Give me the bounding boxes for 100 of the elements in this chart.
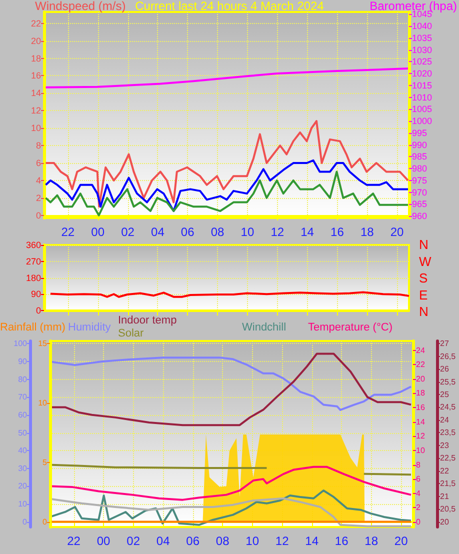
text: W xyxy=(419,254,432,269)
y-tick-label: 14 xyxy=(30,88,41,98)
y-tick-label: 70 xyxy=(18,392,28,402)
line-series xyxy=(50,356,412,411)
y2-tick-label: 1020 xyxy=(412,68,432,79)
y-tick-label: 10 xyxy=(30,123,41,134)
y2-tick-label: 965 xyxy=(412,199,428,210)
y3-tick-label: 24 xyxy=(440,415,450,424)
y2-tick-label: 970 xyxy=(412,187,428,198)
x-tick-label: 08 xyxy=(216,534,230,548)
y-tick-label: 80 xyxy=(18,374,28,384)
y-tick-label: 4 xyxy=(36,175,41,186)
y-tick-label: 5 xyxy=(42,458,48,467)
x-tick-label: 14 xyxy=(300,225,314,239)
y-tick-label: 20 xyxy=(30,36,41,46)
y3-tick-label: 25,5 xyxy=(440,377,456,386)
line-series xyxy=(50,497,412,528)
y3-tick-label: 21 xyxy=(440,492,450,501)
x-tick-label: 16 xyxy=(334,534,349,548)
y-tick-label: 16 xyxy=(30,70,41,81)
y-tick-label: 0 xyxy=(36,210,41,220)
y2-tick-label: 10 xyxy=(416,446,426,455)
text: E xyxy=(419,287,428,302)
y2-tick-label: 8 xyxy=(416,460,421,470)
y3-tick-label: 23,5 xyxy=(440,428,456,438)
line-series xyxy=(44,68,410,88)
y-tick-label: 40 xyxy=(18,446,28,456)
y3-tick-label: 26 xyxy=(440,364,450,374)
y2-tick-label: 1025 xyxy=(412,56,432,67)
x-tick-label: 02 xyxy=(121,225,135,239)
y2-tick-label: 2 xyxy=(416,503,421,512)
text: S xyxy=(419,270,428,286)
x-tick-label: 20 xyxy=(390,225,404,239)
y3-tick-label: 23 xyxy=(440,440,450,450)
text: N xyxy=(419,304,428,319)
y2-tick-label: 16 xyxy=(416,403,426,412)
y-tick-label: 20 xyxy=(18,482,28,491)
y-tick-label: 8 xyxy=(36,140,41,151)
y-tick-label: 360 xyxy=(26,240,41,250)
y-tick-label: 22 xyxy=(30,18,41,28)
y-tick-label: 90 xyxy=(30,289,41,300)
y2-tick-label: 1035 xyxy=(412,32,432,43)
y2-tick-label: 24 xyxy=(416,346,426,355)
y2-tick-label: 960 xyxy=(412,211,428,222)
y-axis-title: Windspeed (m/s) xyxy=(35,0,126,13)
line-series xyxy=(50,352,412,426)
x-tick-label: 04 xyxy=(151,225,165,239)
y2-tick-label: 1010 xyxy=(412,92,432,102)
y-tick-label: 60 xyxy=(18,410,28,420)
line-series xyxy=(50,490,412,526)
y2-tick-label: 995 xyxy=(412,128,428,138)
x-tick-label: 06 xyxy=(180,225,195,239)
y-tick-label: 50 xyxy=(18,428,28,438)
y2-tick-label: 985 xyxy=(412,152,428,162)
y3-tick-label: 25 xyxy=(440,390,450,400)
y2-tick-label: 1015 xyxy=(412,80,432,90)
y-tick-label: 18 xyxy=(30,53,41,64)
y2-tick-label: 20 xyxy=(416,374,426,384)
y-tick-label: 15 xyxy=(38,339,48,348)
x-tick-label: 06 xyxy=(186,534,200,548)
y2-tick-label: 975 xyxy=(412,175,428,186)
x-tick-label: 00 xyxy=(91,225,105,239)
y3-tick-label: 26,5 xyxy=(440,352,456,361)
y2-tick-label: 14 xyxy=(416,417,426,426)
y-tick-label: 180 xyxy=(26,272,41,283)
x-tick-label: 20 xyxy=(394,534,408,548)
x-tick-label: 18 xyxy=(364,534,378,548)
y2-tick-label: 0 xyxy=(416,517,421,526)
y-tick-label: 270 xyxy=(26,256,41,266)
x-tick-label: 02 xyxy=(126,534,140,548)
text: Temperature (°C) xyxy=(308,322,392,334)
chart-title: Current last 24 hours 4 March 2024 xyxy=(135,0,324,13)
y-tick-label: 6 xyxy=(36,158,41,168)
y2-tick-label: 1045 xyxy=(412,9,432,20)
x-tick-label: 10 xyxy=(246,534,260,548)
x-tick-label: 22 xyxy=(67,534,81,548)
y2-tick-label: 4 xyxy=(416,488,421,498)
y3-tick-label: 22 xyxy=(440,466,450,476)
y2-tick-label: 990 xyxy=(412,140,428,150)
y3-tick-label: 24,5 xyxy=(440,402,456,412)
x-tick-label: 08 xyxy=(210,225,225,239)
y2-tick-label: 18 xyxy=(416,388,426,398)
y3-tick-label: 21,5 xyxy=(440,479,456,488)
x-tick-label: 14 xyxy=(305,534,319,548)
y3-tick-label: 27 xyxy=(440,339,450,348)
y-tick-label: 0 xyxy=(22,517,28,526)
y3-tick-label: 20,5 xyxy=(440,504,456,514)
text: Rainfall (mm) xyxy=(0,322,66,334)
y-tick-label: 100 xyxy=(14,339,28,348)
y2-tick-label: 1030 xyxy=(412,44,432,55)
x-tick-label: 12 xyxy=(270,225,284,239)
y2-tick-label: 22 xyxy=(416,360,426,370)
y-tick-label: 12 xyxy=(30,106,41,116)
x-tick-label: 12 xyxy=(275,534,290,548)
y-tick-label: 10 xyxy=(18,500,28,509)
y-tick-label: 30 xyxy=(18,464,28,473)
y-tick-label: 90 xyxy=(18,356,28,366)
text: N xyxy=(419,237,428,252)
y2-tick-label: 1000 xyxy=(412,116,432,126)
x-tick-label: 00 xyxy=(96,534,111,548)
